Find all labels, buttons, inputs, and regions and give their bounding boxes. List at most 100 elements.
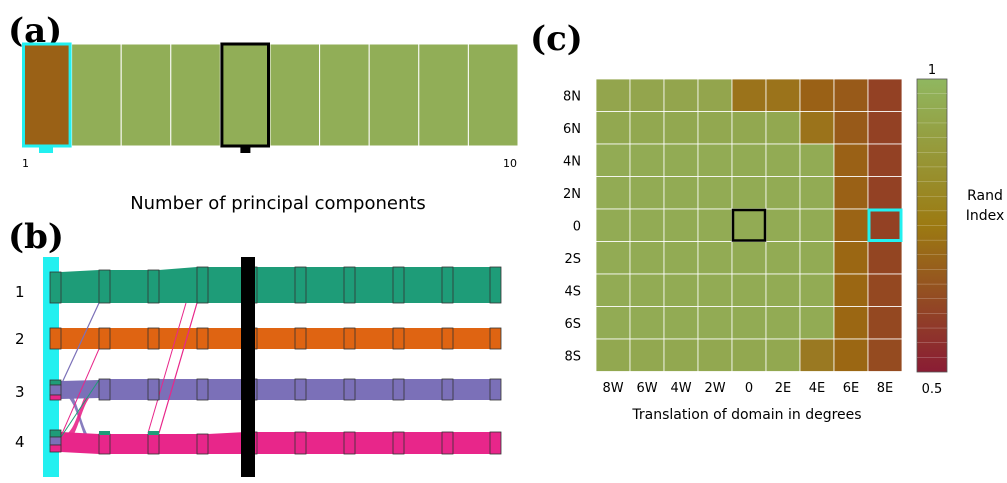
cell-2S-6E xyxy=(833,241,869,275)
cell-2S-0 xyxy=(731,241,767,275)
node-c1-col9 xyxy=(441,266,454,304)
flow-3-col1 xyxy=(61,380,99,399)
node-c4-col2 xyxy=(98,433,111,455)
node-c4-col1-b xyxy=(49,436,62,446)
pc-cell-1 xyxy=(21,43,73,147)
pc-marker-black xyxy=(240,146,251,153)
pc-cell-6 xyxy=(269,43,321,147)
node-c4-col10 xyxy=(489,431,502,455)
cap-c4-col3 xyxy=(148,431,159,435)
cell-4N-6W xyxy=(629,143,665,177)
node-c3-col8 xyxy=(392,378,405,401)
cell-4N-4W xyxy=(663,143,699,177)
cell-4S-0 xyxy=(731,273,767,307)
cell-4S-6W xyxy=(629,273,665,307)
colorbar-label-line1: Rand xyxy=(967,188,1003,204)
y-tick-6S: 6S xyxy=(564,317,581,332)
cell-8N-2E xyxy=(765,78,801,112)
thin-flow-4-to-3 xyxy=(60,379,100,438)
cell-highlight-cyan xyxy=(867,208,903,242)
cell-4S-2W xyxy=(697,273,733,307)
node-c3-col2 xyxy=(98,378,111,401)
node-c1-col3 xyxy=(147,269,160,304)
node-c4-col7 xyxy=(343,431,356,455)
cell-6N-2E xyxy=(765,111,801,145)
cluster-label-2: 2 xyxy=(15,330,25,348)
node-c1-col4 xyxy=(196,266,209,304)
node-c3-col1-c xyxy=(49,394,62,401)
cell-4N-8W xyxy=(595,143,631,177)
y-tick-0: 0 xyxy=(573,219,581,234)
x-tick-2E: 2E xyxy=(775,381,792,396)
node-c3-col10 xyxy=(489,378,502,401)
node-c2-col1 xyxy=(49,327,62,350)
pc-cell-4 xyxy=(170,43,221,147)
cell-2N-4W xyxy=(663,176,699,210)
node-c1-col10 xyxy=(489,266,502,304)
cell-0-4E xyxy=(799,208,835,242)
y-tick-4N: 4N xyxy=(563,154,581,169)
cell-8N-8W xyxy=(595,78,631,112)
cell-4S-8E xyxy=(867,273,903,307)
cell-4N-6E xyxy=(833,143,869,177)
cell-0-4W xyxy=(663,208,699,242)
pc-cell-9 xyxy=(418,43,469,147)
cell-6N-4W xyxy=(663,111,699,145)
cell-8N-0 xyxy=(731,78,767,112)
node-c2-col9 xyxy=(441,327,454,350)
cell-8N-6W xyxy=(629,78,665,112)
cell-0-2E xyxy=(765,208,801,242)
pc-cell-10 xyxy=(467,43,519,147)
cell-2N-8E xyxy=(867,176,903,210)
cell-2S-4E xyxy=(799,241,835,275)
cyan-column-band xyxy=(43,257,59,477)
colorbar-tick-max: 1 xyxy=(928,63,936,78)
x-tick-6W: 6W xyxy=(636,381,657,396)
pc-cell-3 xyxy=(120,43,172,147)
flow-cross-4-to-3 xyxy=(61,382,99,446)
cell-8S-8W xyxy=(595,338,631,372)
colorbar xyxy=(916,78,948,373)
cell-4S-4E xyxy=(799,273,835,307)
flow-cluster-1 xyxy=(50,267,501,303)
panel-a-xlabel: Number of principal components xyxy=(130,193,426,214)
cell-0-6E xyxy=(833,208,869,242)
panel-c-tick-labels: 8N 6N 4N 2N 0 2S 4S 6S 8S 8W 6W 4W 2W 0 2E 4E 6E 8E xyxy=(563,89,893,396)
x-tick-8E: 8E xyxy=(877,381,894,396)
cell-8S-8E xyxy=(867,338,903,372)
cell-0-8W xyxy=(595,208,631,242)
cap-c4-col2 xyxy=(99,431,110,435)
cell-0-6W xyxy=(629,208,665,242)
cell-6N-4E xyxy=(799,111,835,145)
cell-6S-0 xyxy=(731,306,767,340)
node-c1-col6 xyxy=(294,266,307,304)
cell-8S-2W xyxy=(697,338,733,372)
cell-8N-4E xyxy=(799,78,835,112)
panel-a-heatmap xyxy=(21,42,519,153)
cell-8S-6W xyxy=(629,338,665,372)
y-tick-6N: 6N xyxy=(563,122,581,137)
node-c4-col8 xyxy=(392,431,405,455)
cell-4S-6E xyxy=(833,273,869,307)
cell-8S-4E xyxy=(799,338,835,372)
y-tick-4S: 4S xyxy=(564,284,581,299)
cell-6S-6W xyxy=(629,306,665,340)
panel-a-tick-last: 10 xyxy=(503,157,517,170)
pc-cell-8 xyxy=(368,43,420,147)
node-c2-col7 xyxy=(343,327,356,350)
cell-4S-8W xyxy=(595,273,631,307)
cell-2S-8E xyxy=(867,241,903,275)
cell-6N-8E xyxy=(867,111,903,145)
cell-2N-2W xyxy=(697,176,733,210)
x-tick-2W: 2W xyxy=(704,381,725,396)
node-c1-col2 xyxy=(98,269,111,304)
cell-0-0 xyxy=(731,208,767,242)
cell-6N-6W xyxy=(629,111,665,145)
node-c2-col2 xyxy=(98,327,111,350)
panel-c-heatmap xyxy=(595,78,903,372)
flow-cluster-2 xyxy=(50,328,501,349)
panel-a-tick-first: 1 xyxy=(22,157,29,170)
thin-flow-4-to-2 xyxy=(60,348,100,437)
x-tick-8W: 8W xyxy=(602,381,623,396)
cell-2S-2E xyxy=(765,241,801,275)
